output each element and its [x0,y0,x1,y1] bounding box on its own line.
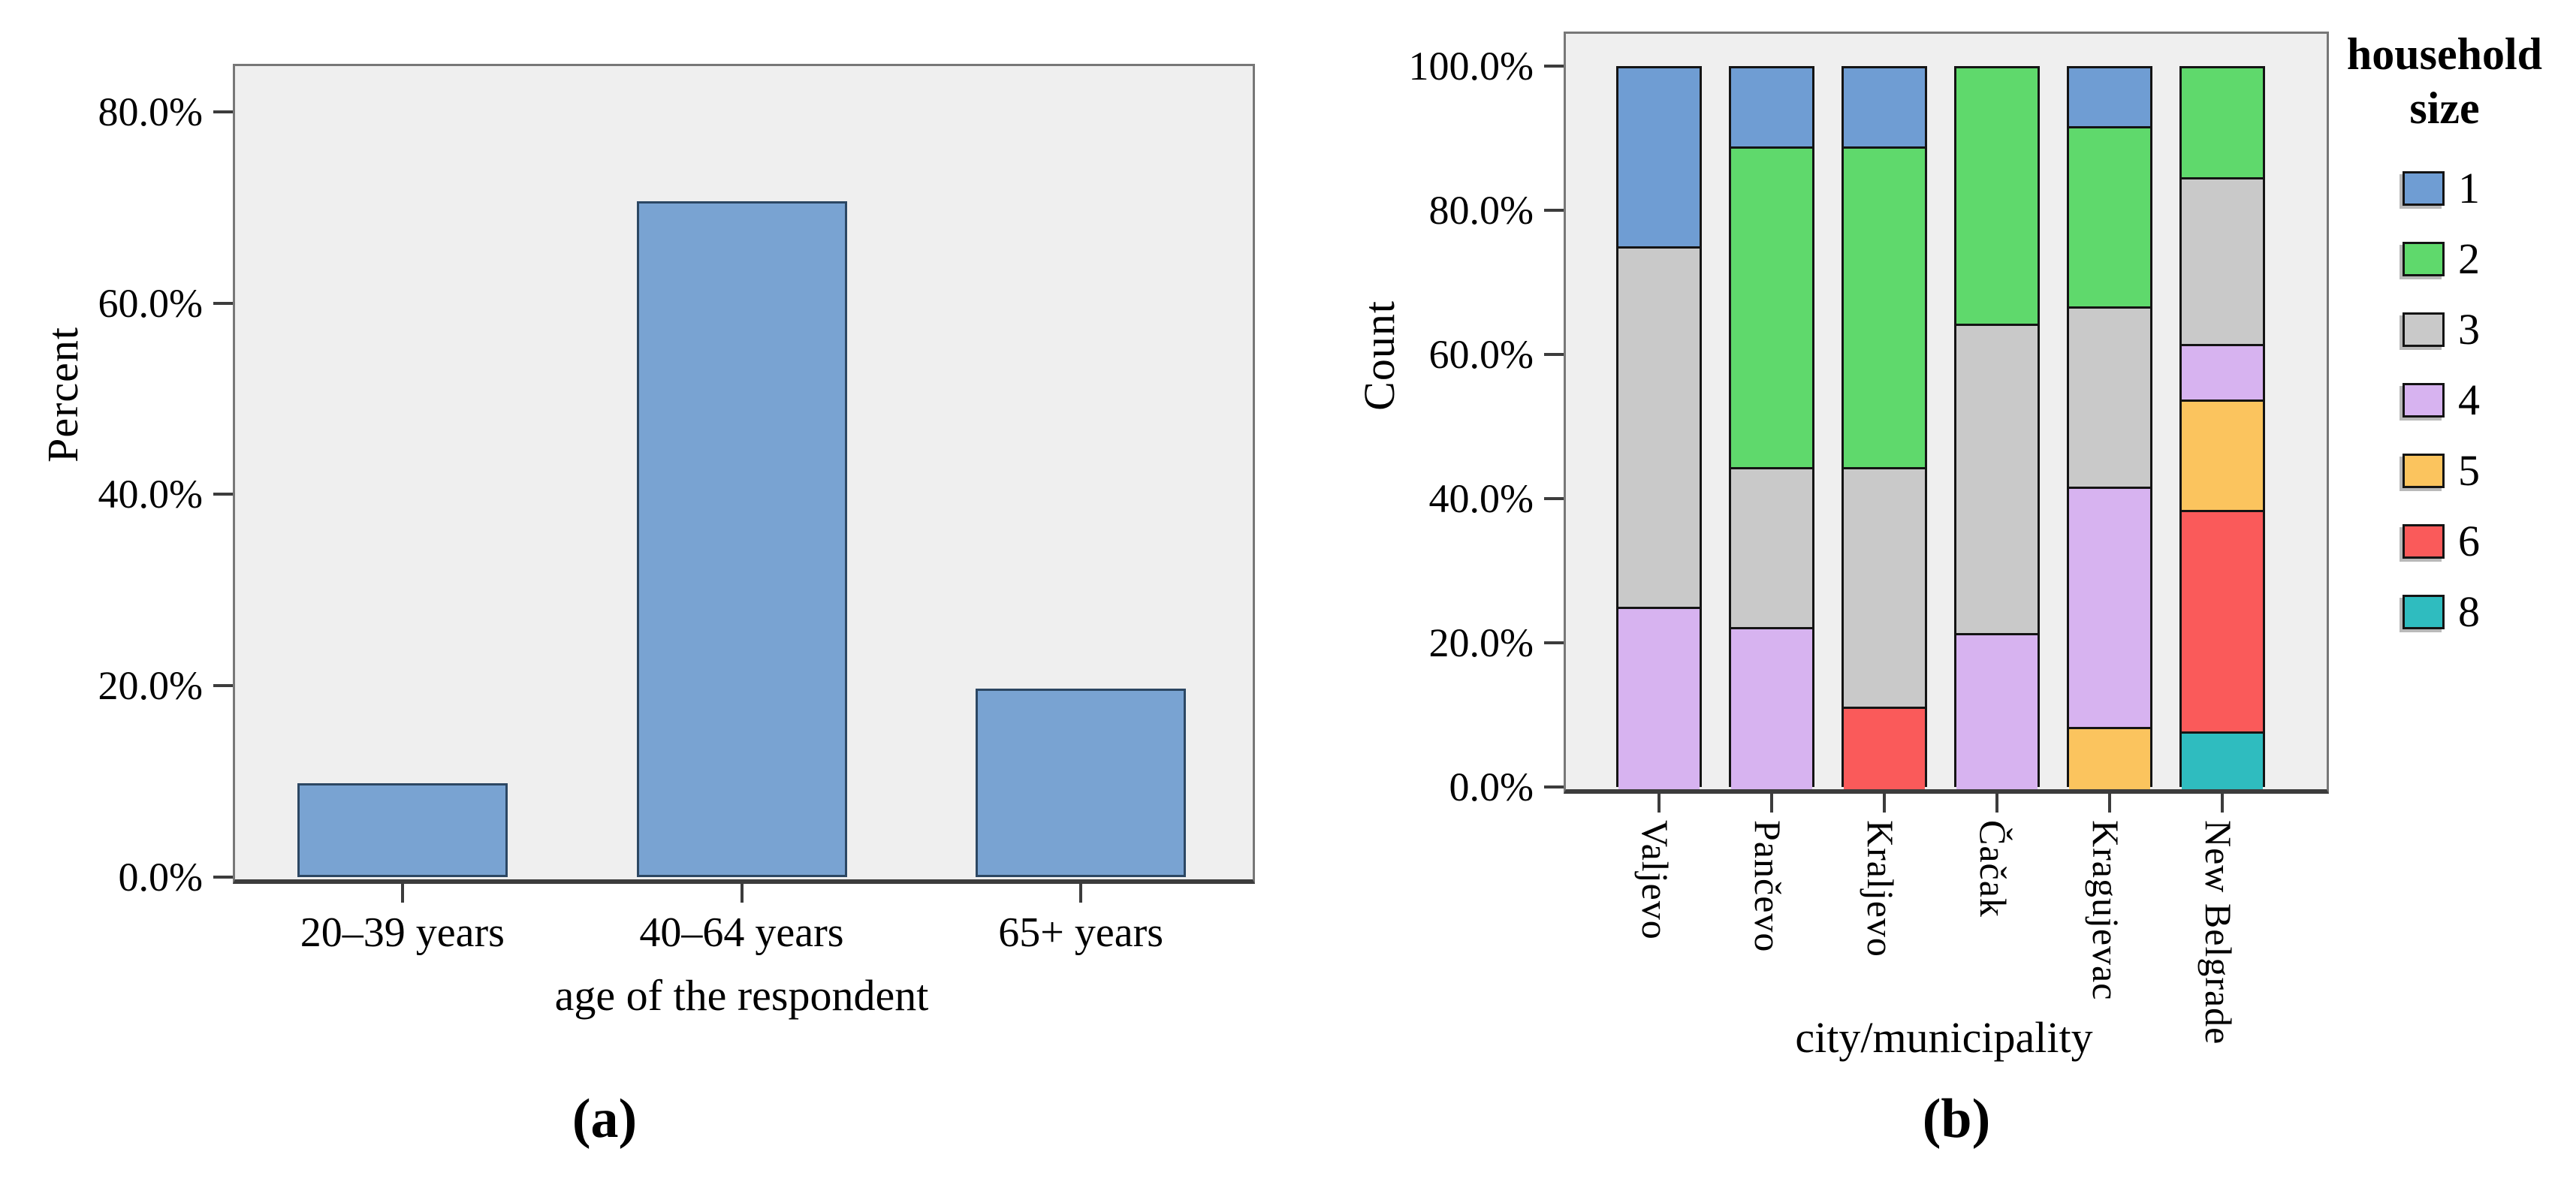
bar [297,783,508,877]
bar-segment [2182,345,2263,402]
bar-segment [2069,308,2150,489]
bar-segment [1956,325,2038,635]
legend-item-label: 6 [2458,517,2480,565]
legend-item-label: 2 [2458,234,2480,283]
y-tick-mark [213,493,233,496]
stacked-bar [1616,66,1702,789]
bar [976,688,1187,877]
x-axis-label-city: city/municipality [1795,1013,2093,1062]
bar-segment [1618,68,1700,249]
y-tick-mark [1544,641,1564,644]
category-label: Čačak [1972,820,2014,918]
y-tick-mark [1544,209,1564,213]
bar-segment [1731,469,1812,629]
bar-segment [1731,629,1812,789]
stacked-bar [1954,66,2040,789]
legend-swatch-6 [2403,524,2445,559]
bar-segment [1844,148,1925,469]
y-tick-label: 40.0% [98,472,203,517]
legend-title: household size [2346,29,2543,133]
legend-swatch-2 [2403,242,2445,276]
y-tick-label: 80.0% [1428,188,1534,234]
panel-b: Count city/municipality household size 1… [1288,0,2576,1194]
y-tick-mark [1544,497,1564,501]
y-tick-label: 20.0% [1428,620,1534,665]
stacked-bar [2067,66,2152,789]
x-axis-label-age: age of the respondent [554,971,929,1020]
legend: household size 1 2 3 4 5 6 8 [2309,27,2576,635]
legend-swatch-1 [2403,171,2445,206]
y-tick-mark [213,684,233,688]
stacked-bar [2179,66,2265,789]
y-axis-label-percent: Percent [38,327,87,463]
category-label: New Belgrade [2197,820,2240,1045]
legend-swatch-3 [2403,312,2445,347]
category-label: 65+ years [998,909,1164,956]
bar-segment [1844,709,1925,789]
legend-swatch-8 [2403,595,2445,629]
bar-segment [2069,488,2150,730]
panel-a-caption: (a) [572,1088,638,1150]
x-tick-mark [400,883,404,903]
legend-item-label: 4 [2458,375,2480,424]
x-tick-mark [1995,793,1998,813]
bar-segment [1844,68,1925,149]
category-label: Pančevo [1747,820,1789,953]
y-tick-label: 20.0% [98,663,203,709]
y-tick-label: 80.0% [98,89,203,134]
stacked-bar [1842,66,1927,789]
y-tick-label: 60.0% [1428,332,1534,378]
bar-segment [2182,68,2263,179]
legend-item-label: 1 [2458,164,2480,213]
y-tick-label: 100.0% [1408,44,1534,89]
y-tick-mark [1544,785,1564,788]
x-tick-mark [1883,793,1886,813]
y-tick-mark [213,876,233,879]
x-tick-mark [1770,793,1773,813]
category-label: Valjevo [1634,820,1676,940]
legend-swatch-4 [2403,383,2445,418]
bar-segment [1618,249,1700,609]
bar-segment [2182,512,2263,734]
y-tick-label: 0.0% [118,855,203,900]
bar-segment [1731,148,1812,469]
x-tick-mark [1079,883,1083,903]
y-tick-mark [1544,65,1564,68]
bar-segment [2182,401,2263,513]
bar-segment [1618,608,1700,789]
category-label: Kragujevac [2085,820,2127,1001]
legend-item-label: 3 [2458,305,2480,354]
bar-segment [1956,68,2038,326]
x-tick-mark [2221,793,2224,813]
bar-segment [1844,469,1925,710]
legend-swatch-5 [2403,454,2445,488]
x-tick-mark [740,883,744,903]
x-tick-mark [1658,793,1661,813]
category-label: 20–39 years [300,909,505,956]
x-tick-mark [2108,793,2111,813]
category-label: 40–64 years [639,909,844,956]
bar [636,201,847,877]
panel-b-caption: (b) [1922,1088,1991,1150]
stacked-bar [1729,66,1814,789]
y-tick-mark [213,110,233,113]
bar-segment [2069,128,2150,309]
legend-item-label: 5 [2458,446,2480,495]
y-tick-label: 0.0% [1449,764,1534,810]
bar-segment [1731,68,1812,149]
y-tick-mark [213,301,233,305]
y-tick-mark [1544,353,1564,357]
bar-segment [2069,729,2150,789]
bar-segment [1956,635,2038,789]
legend-item-label: 8 [2458,587,2480,636]
bar-segment [2182,734,2263,789]
y-tick-label: 40.0% [1428,476,1534,522]
category-label: Kraljevo [1860,820,1902,957]
bar-segment [2182,179,2263,346]
y-tick-label: 60.0% [98,280,203,326]
bar-segment [2069,68,2150,128]
panel-a: Percent age of the respondent (a) 0.0% 20… [38,64,1255,1150]
